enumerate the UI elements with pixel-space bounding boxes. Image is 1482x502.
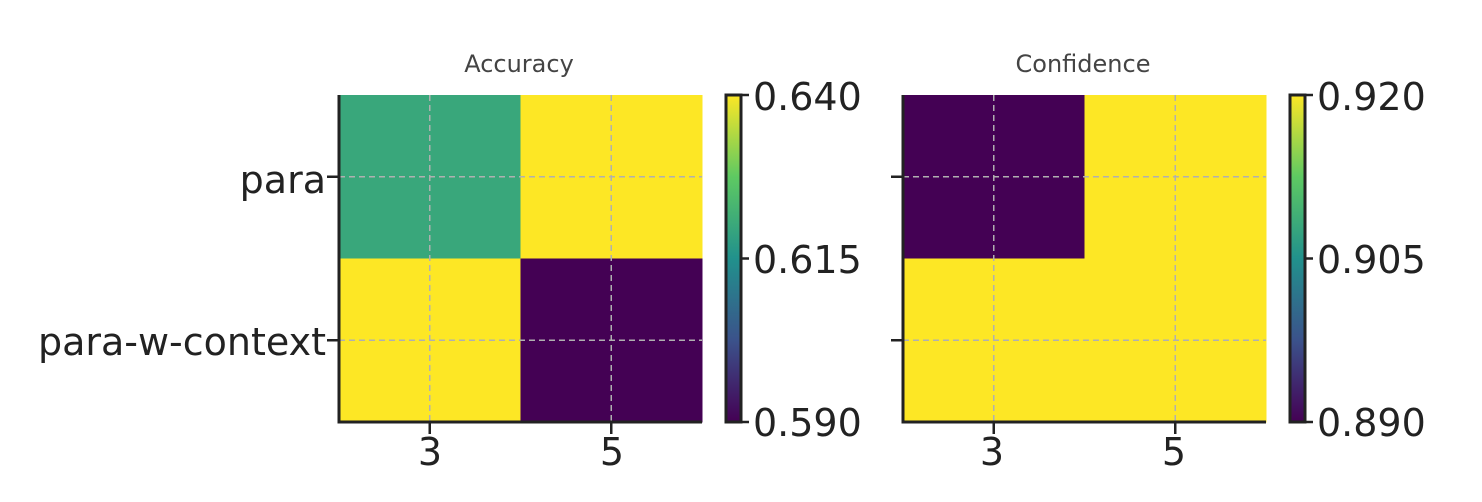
y-tick-label: para-w-context (38, 320, 326, 364)
colorbar-ticks (741, 93, 749, 424)
accuracy-panel: Accuracy 3 5 para para-w-context 0.640 0… (38, 50, 862, 474)
colorbar-gradient (1288, 93, 1307, 424)
colorbar-gradient (724, 93, 743, 424)
x-tick-label: 3 (418, 430, 442, 474)
grid-lines (903, 95, 1266, 422)
x-tick-label: 3 (980, 430, 1004, 474)
colorbar-tick-label: 0.615 (753, 238, 862, 282)
axes (891, 95, 1266, 434)
grid-lines (339, 95, 702, 422)
colorbar-tick-label: 0.890 (1317, 401, 1426, 445)
colorbar: 0.640 0.615 0.590 (724, 75, 862, 445)
x-tick-label: 5 (1162, 430, 1186, 474)
panel-title: Confidence (1016, 50, 1151, 78)
confidence-panel: Confidence 3 5 0.920 0.905 0.890 (891, 50, 1426, 474)
y-ticks: para para-w-context (38, 158, 326, 364)
x-ticks: 3 5 (980, 430, 1186, 474)
colorbar: 0.920 0.905 0.890 (1288, 75, 1426, 445)
colorbar-tick-label: 0.920 (1317, 75, 1426, 119)
y-tick-label: para (240, 158, 326, 202)
heatmap-cells (903, 95, 1267, 423)
x-tick-label: 5 (600, 430, 624, 474)
colorbar-tick-label: 0.640 (753, 75, 862, 119)
axes (327, 95, 702, 434)
colorbar-tick-label: 0.905 (1317, 238, 1426, 282)
heatmap-cells (339, 95, 703, 423)
colorbar-ticks (1305, 93, 1313, 424)
x-ticks: 3 5 (418, 430, 624, 474)
colorbar-tick-label: 0.590 (753, 401, 862, 445)
panel-title: Accuracy (464, 50, 574, 78)
